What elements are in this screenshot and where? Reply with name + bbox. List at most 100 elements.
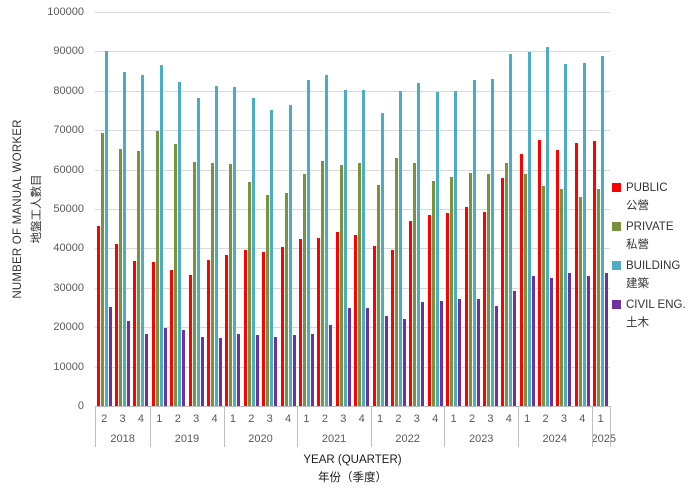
bar-building bbox=[325, 74, 329, 406]
legend-label-zh: 建築 bbox=[626, 278, 649, 290]
bar-public bbox=[446, 213, 450, 406]
bar-private bbox=[542, 186, 546, 406]
bar-building bbox=[215, 86, 219, 406]
y-axis-tick-label: 10000 bbox=[53, 360, 84, 373]
bar-private bbox=[578, 197, 582, 406]
bar-building bbox=[564, 64, 568, 406]
bar-private bbox=[119, 149, 123, 406]
bar-building bbox=[472, 80, 476, 406]
bar-public bbox=[133, 261, 137, 406]
bar-building bbox=[196, 97, 200, 406]
legend-entry: BUILDING bbox=[612, 256, 698, 275]
x-axis-quarter-label: 3 bbox=[119, 413, 126, 425]
bar-civil-eng bbox=[439, 301, 443, 406]
bar-private bbox=[229, 164, 233, 406]
y-axis-tick-label: 0 bbox=[77, 400, 84, 412]
bar-private bbox=[450, 176, 454, 406]
bar-building bbox=[527, 52, 531, 406]
bar-group bbox=[500, 12, 518, 406]
x-axis-quarter-label: 2 bbox=[174, 413, 181, 425]
bar-group bbox=[113, 12, 131, 406]
bar-building bbox=[398, 91, 402, 406]
bar-building bbox=[178, 82, 182, 406]
bar-group bbox=[224, 12, 242, 406]
bar-public bbox=[262, 251, 266, 406]
bar-public bbox=[482, 211, 486, 406]
x-axis-title: YEAR (QUARTER) 年份（季度） bbox=[95, 452, 610, 488]
bar-public bbox=[151, 261, 155, 406]
x-axis-quarter-label: 4 bbox=[432, 413, 439, 425]
bar-group bbox=[426, 12, 444, 406]
x-axis-quarter-label: 3 bbox=[487, 413, 494, 425]
bar-group bbox=[297, 12, 315, 406]
bar-civil-eng bbox=[163, 328, 167, 406]
bar-private bbox=[431, 181, 435, 406]
x-axis-year-label: 2023 bbox=[468, 433, 494, 445]
bar-building bbox=[490, 78, 494, 406]
bar-group bbox=[187, 12, 205, 406]
bar-building bbox=[601, 55, 605, 406]
bar-public bbox=[170, 269, 174, 406]
bar-public bbox=[372, 246, 376, 406]
bar-group bbox=[389, 12, 407, 406]
x-axis-quarter-label: 3 bbox=[560, 413, 568, 425]
bar-civil-eng bbox=[531, 275, 535, 406]
legend-swatch-icon bbox=[612, 183, 621, 192]
x-axis-year-label: 2024 bbox=[542, 433, 567, 445]
x-axis-year-separator bbox=[592, 406, 593, 447]
bar-private bbox=[321, 161, 325, 406]
x-axis-quarter-label: 2 bbox=[542, 413, 549, 425]
bar-civil-eng bbox=[347, 308, 351, 406]
bar-public bbox=[390, 249, 394, 406]
legend-swatch-icon bbox=[612, 300, 621, 309]
legend-label-en: CIVIL ENG. bbox=[626, 298, 686, 311]
x-axis-quarter-label: 2 bbox=[468, 413, 476, 425]
legend-item-public: PUBLIC 公營 bbox=[612, 178, 698, 216]
x-axis-year-separator bbox=[150, 406, 151, 447]
bar-group bbox=[261, 12, 279, 406]
bar-group bbox=[408, 12, 426, 406]
x-axis-quarter-label: 3 bbox=[266, 413, 273, 425]
bar-public bbox=[280, 247, 284, 406]
bar-group bbox=[518, 12, 536, 406]
bar-civil-eng bbox=[476, 299, 480, 406]
bar-civil-eng bbox=[255, 335, 259, 406]
legend-item-private: PRIVATE 私營 bbox=[612, 217, 698, 255]
bar-private bbox=[192, 162, 196, 406]
x-axis-year-separator bbox=[444, 406, 445, 447]
bar-civil-eng bbox=[421, 301, 425, 406]
x-axis-year-separator bbox=[610, 406, 611, 447]
bar-civil-eng bbox=[237, 333, 241, 406]
bar-private bbox=[339, 165, 343, 406]
bar-building bbox=[362, 90, 366, 406]
legend-label-zh: 土木 bbox=[626, 317, 649, 329]
bar-public bbox=[464, 206, 468, 406]
bar-group bbox=[150, 12, 168, 406]
y-axis-tick-label: 20000 bbox=[53, 321, 84, 334]
bar-group bbox=[371, 12, 389, 406]
gridline bbox=[95, 130, 610, 132]
x-axis-quarter-label: 2 bbox=[395, 413, 402, 425]
x-axis-quarter-label: 4 bbox=[211, 413, 218, 425]
x-axis-year-labels: 2018 2019 2020 2021 2022 2023 2024 2025 bbox=[95, 431, 616, 447]
x-axis-quarter-label: 4 bbox=[358, 413, 365, 425]
bar-public bbox=[207, 260, 211, 406]
bar-private bbox=[376, 184, 380, 406]
y-axis-tick-label: 50000 bbox=[53, 203, 84, 215]
bar-civil-eng bbox=[292, 335, 296, 406]
bar-group bbox=[481, 12, 499, 406]
x-axis-quarter-label: 1 bbox=[229, 413, 236, 425]
bar-civil-eng bbox=[219, 337, 223, 406]
bar-civil-eng bbox=[458, 298, 462, 406]
bar-civil-eng bbox=[329, 325, 333, 406]
bar-group bbox=[95, 12, 113, 406]
gridline bbox=[95, 90, 610, 92]
bar-building bbox=[141, 75, 145, 406]
bar-private bbox=[247, 182, 251, 406]
bar-public bbox=[593, 141, 597, 406]
bar-group bbox=[242, 12, 260, 406]
gridline bbox=[95, 169, 610, 171]
bar-private bbox=[284, 192, 288, 406]
bar-civil-eng bbox=[366, 307, 370, 406]
bar-group bbox=[444, 12, 462, 406]
